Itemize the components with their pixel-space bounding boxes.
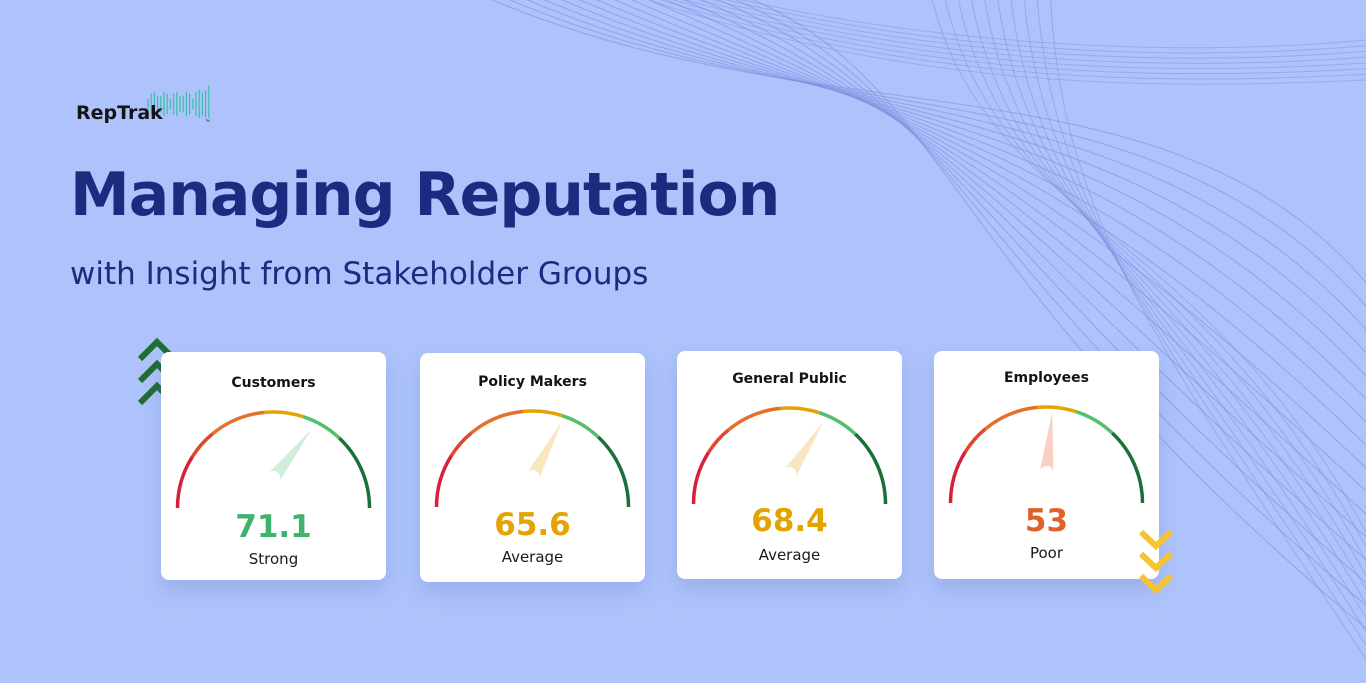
gauge-arc-segment	[434, 454, 453, 508]
gauge-arc-segment	[470, 409, 524, 435]
gauge-arc-segment	[561, 414, 600, 439]
score-gauge	[948, 405, 1145, 504]
card-title: Policy Makers	[478, 374, 587, 390]
triple-chevron-down-icon	[1138, 529, 1174, 595]
gauge-needle	[783, 422, 824, 478]
score-gauge	[175, 410, 372, 509]
gauge-arc-segment	[727, 406, 781, 432]
gauge-needle	[1039, 411, 1054, 474]
page-headline: Managing Reputation	[70, 160, 780, 230]
reptrak-logo: RepTrak ™	[76, 76, 226, 128]
logo-bars-icon	[147, 85, 210, 118]
gauge-arc-segment	[1111, 431, 1145, 504]
gauge-arc-segment	[449, 431, 473, 457]
page-subheadline: with Insight from Stakeholder Groups	[70, 256, 649, 292]
score-value: 53	[1024, 503, 1069, 539]
rating-label: Strong	[248, 550, 299, 568]
rating-label: Average	[758, 546, 821, 564]
gauge-needle	[267, 429, 312, 483]
gauge-arc-segment	[338, 436, 372, 509]
gauge-arc-segment	[963, 427, 987, 453]
gauge-arc-segment	[706, 428, 730, 454]
gauge-needle	[526, 422, 562, 481]
gauge-arc-segment	[984, 405, 1038, 431]
stakeholder-card-employees[interactable]: Employees 53 Poor	[934, 351, 1159, 579]
gauge-arc-segment	[190, 432, 214, 458]
gauge-arc-segment	[211, 410, 265, 436]
gauge-arc-segment	[175, 455, 194, 509]
gauge-arc-segment	[854, 432, 888, 505]
gauge-arc-segment	[818, 411, 857, 436]
score-value: 71.1	[235, 509, 312, 545]
gauge-arc-segment	[302, 415, 341, 440]
stakeholder-card-customers[interactable]: Customers 71.1 Strong	[161, 352, 386, 580]
score-value: 68.4	[751, 503, 828, 539]
rating-label: Average	[501, 548, 564, 566]
gauge-arc-segment	[523, 409, 563, 418]
logo-wordmark: RepTrak	[76, 102, 163, 124]
gauge-arc-segment	[1037, 405, 1077, 414]
gauge-arc-segment	[1075, 410, 1114, 435]
gauge-arc-segment	[264, 410, 304, 419]
score-gauge	[434, 409, 631, 508]
gauge-arc-segment	[780, 406, 820, 415]
logo-trademark: ™	[205, 119, 210, 125]
score-gauge	[691, 406, 888, 505]
gauge-arc-segment	[948, 450, 967, 504]
stakeholder-card-policy-makers[interactable]: Policy Makers 65.6 Average	[420, 353, 645, 582]
card-title: Employees	[1003, 370, 1090, 386]
card-title: General Public	[732, 371, 847, 387]
gauge-arc-segment	[597, 435, 631, 508]
card-title: Customers	[231, 375, 316, 391]
rating-label: Poor	[1029, 544, 1064, 562]
score-value: 65.6	[494, 507, 571, 543]
gauge-arc-segment	[691, 451, 710, 505]
stakeholder-card-general-public[interactable]: General Public 68.4 Average	[677, 351, 902, 579]
